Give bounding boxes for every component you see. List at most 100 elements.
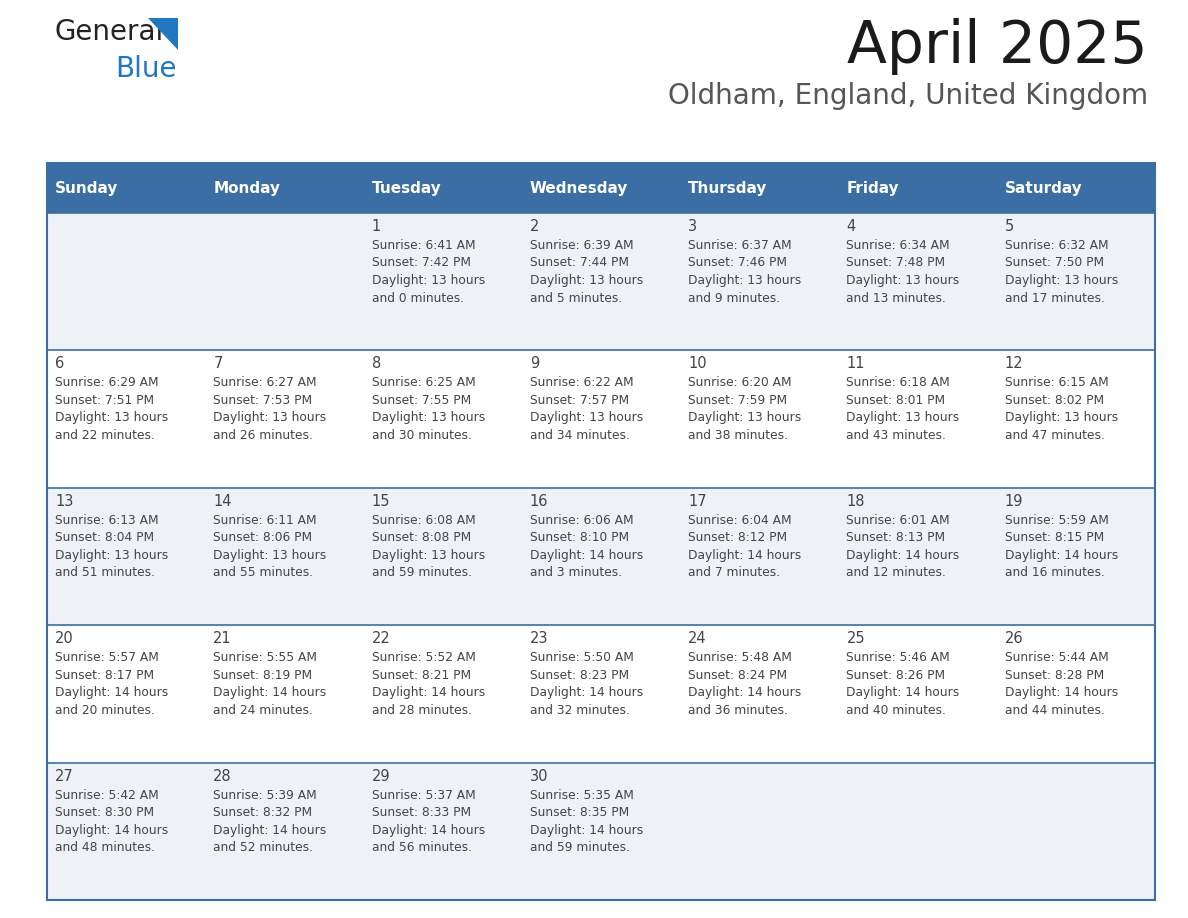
Text: Daylight: 13 hours: Daylight: 13 hours <box>1005 274 1118 287</box>
Text: and 32 minutes.: and 32 minutes. <box>530 704 630 717</box>
Text: Sunset: 8:26 PM: Sunset: 8:26 PM <box>846 668 946 682</box>
Text: Sunset: 7:51 PM: Sunset: 7:51 PM <box>55 394 154 407</box>
Text: Daylight: 13 hours: Daylight: 13 hours <box>214 411 327 424</box>
Text: Sunrise: 6:01 AM: Sunrise: 6:01 AM <box>846 514 950 527</box>
Bar <box>48 351 1155 487</box>
Text: Sunrise: 6:06 AM: Sunrise: 6:06 AM <box>530 514 633 527</box>
Text: and 38 minutes.: and 38 minutes. <box>688 429 788 442</box>
Text: Sunset: 7:55 PM: Sunset: 7:55 PM <box>372 394 470 407</box>
Text: Daylight: 13 hours: Daylight: 13 hours <box>530 274 643 287</box>
Text: Sunset: 8:12 PM: Sunset: 8:12 PM <box>688 532 788 544</box>
Text: Daylight: 14 hours: Daylight: 14 hours <box>214 823 327 836</box>
Bar <box>522 163 681 213</box>
Text: and 40 minutes.: and 40 minutes. <box>846 704 947 717</box>
Text: Sunrise: 5:52 AM: Sunrise: 5:52 AM <box>372 651 475 665</box>
Text: 24: 24 <box>688 632 707 646</box>
Text: 5: 5 <box>1005 219 1015 234</box>
Text: Daylight: 14 hours: Daylight: 14 hours <box>372 823 485 836</box>
Text: Sunrise: 5:39 AM: Sunrise: 5:39 AM <box>214 789 317 801</box>
Text: Daylight: 13 hours: Daylight: 13 hours <box>55 411 169 424</box>
Text: Sunrise: 6:29 AM: Sunrise: 6:29 AM <box>55 376 159 389</box>
Text: Sunset: 7:53 PM: Sunset: 7:53 PM <box>214 394 312 407</box>
Text: Daylight: 13 hours: Daylight: 13 hours <box>214 549 327 562</box>
Text: Sunrise: 6:39 AM: Sunrise: 6:39 AM <box>530 239 633 252</box>
Text: 4: 4 <box>846 219 855 234</box>
Text: Sunrise: 5:57 AM: Sunrise: 5:57 AM <box>55 651 159 665</box>
Text: 26: 26 <box>1005 632 1023 646</box>
Text: Sunset: 8:13 PM: Sunset: 8:13 PM <box>846 532 946 544</box>
Text: Sunset: 8:21 PM: Sunset: 8:21 PM <box>372 668 470 682</box>
Text: 1: 1 <box>372 219 381 234</box>
Text: Sunrise: 5:50 AM: Sunrise: 5:50 AM <box>530 651 633 665</box>
Text: Sunset: 7:48 PM: Sunset: 7:48 PM <box>846 256 946 270</box>
Text: 6: 6 <box>55 356 64 372</box>
Text: 9: 9 <box>530 356 539 372</box>
Text: and 17 minutes.: and 17 minutes. <box>1005 292 1105 305</box>
Text: Sunset: 8:15 PM: Sunset: 8:15 PM <box>1005 532 1104 544</box>
Bar <box>997 163 1155 213</box>
Text: Saturday: Saturday <box>1005 181 1082 196</box>
Text: Daylight: 14 hours: Daylight: 14 hours <box>530 823 643 836</box>
Text: Sunrise: 6:37 AM: Sunrise: 6:37 AM <box>688 239 791 252</box>
Bar <box>681 163 839 213</box>
Text: Sunrise: 5:55 AM: Sunrise: 5:55 AM <box>214 651 317 665</box>
Text: Daylight: 14 hours: Daylight: 14 hours <box>530 686 643 700</box>
Text: Sunrise: 5:59 AM: Sunrise: 5:59 AM <box>1005 514 1108 527</box>
Text: Monday: Monday <box>214 181 280 196</box>
Text: Sunset: 8:17 PM: Sunset: 8:17 PM <box>55 668 154 682</box>
Text: Daylight: 13 hours: Daylight: 13 hours <box>372 549 485 562</box>
Text: Sunset: 8:01 PM: Sunset: 8:01 PM <box>846 394 946 407</box>
Text: Oldham, England, United Kingdom: Oldham, England, United Kingdom <box>668 82 1148 110</box>
Text: Sunrise: 5:48 AM: Sunrise: 5:48 AM <box>688 651 792 665</box>
Text: Sunrise: 5:46 AM: Sunrise: 5:46 AM <box>846 651 950 665</box>
Bar <box>206 163 364 213</box>
Text: 15: 15 <box>372 494 390 509</box>
Text: 22: 22 <box>372 632 391 646</box>
Text: 18: 18 <box>846 494 865 509</box>
Text: and 43 minutes.: and 43 minutes. <box>846 429 947 442</box>
Text: Sunday: Sunday <box>55 181 119 196</box>
Text: Sunset: 8:04 PM: Sunset: 8:04 PM <box>55 532 154 544</box>
Text: and 12 minutes.: and 12 minutes. <box>846 566 947 579</box>
Text: and 44 minutes.: and 44 minutes. <box>1005 704 1105 717</box>
Text: and 24 minutes.: and 24 minutes. <box>214 704 314 717</box>
Text: Sunrise: 5:37 AM: Sunrise: 5:37 AM <box>372 789 475 801</box>
Text: Sunset: 7:50 PM: Sunset: 7:50 PM <box>1005 256 1104 270</box>
Text: Daylight: 14 hours: Daylight: 14 hours <box>688 686 802 700</box>
Text: 25: 25 <box>846 632 865 646</box>
Text: 21: 21 <box>214 632 232 646</box>
Text: 11: 11 <box>846 356 865 372</box>
Bar <box>48 163 206 213</box>
Text: and 28 minutes.: and 28 minutes. <box>372 704 472 717</box>
Text: Sunset: 8:19 PM: Sunset: 8:19 PM <box>214 668 312 682</box>
Text: Sunset: 8:08 PM: Sunset: 8:08 PM <box>372 532 470 544</box>
Text: Daylight: 14 hours: Daylight: 14 hours <box>1005 549 1118 562</box>
Polygon shape <box>148 18 178 50</box>
Text: Daylight: 14 hours: Daylight: 14 hours <box>1005 686 1118 700</box>
Text: and 16 minutes.: and 16 minutes. <box>1005 566 1105 579</box>
Text: Sunset: 7:46 PM: Sunset: 7:46 PM <box>688 256 788 270</box>
Text: Sunset: 8:02 PM: Sunset: 8:02 PM <box>1005 394 1104 407</box>
Text: and 30 minutes.: and 30 minutes. <box>372 429 472 442</box>
Text: 20: 20 <box>55 632 74 646</box>
Text: Sunrise: 6:20 AM: Sunrise: 6:20 AM <box>688 376 791 389</box>
Text: and 22 minutes.: and 22 minutes. <box>55 429 154 442</box>
Text: and 13 minutes.: and 13 minutes. <box>846 292 947 305</box>
Text: Daylight: 13 hours: Daylight: 13 hours <box>846 274 960 287</box>
Bar <box>48 763 1155 900</box>
Text: Daylight: 13 hours: Daylight: 13 hours <box>1005 411 1118 424</box>
Text: Daylight: 13 hours: Daylight: 13 hours <box>372 411 485 424</box>
Text: Tuesday: Tuesday <box>372 181 441 196</box>
Text: Sunrise: 6:11 AM: Sunrise: 6:11 AM <box>214 514 317 527</box>
Text: Sunset: 7:42 PM: Sunset: 7:42 PM <box>372 256 470 270</box>
Text: Sunrise: 6:08 AM: Sunrise: 6:08 AM <box>372 514 475 527</box>
Bar <box>48 213 1155 351</box>
Text: and 7 minutes.: and 7 minutes. <box>688 566 781 579</box>
Text: Sunrise: 6:18 AM: Sunrise: 6:18 AM <box>846 376 950 389</box>
Text: Sunrise: 6:22 AM: Sunrise: 6:22 AM <box>530 376 633 389</box>
Bar <box>48 163 1155 900</box>
Text: Blue: Blue <box>115 55 177 83</box>
Text: and 51 minutes.: and 51 minutes. <box>55 566 154 579</box>
Bar <box>839 163 997 213</box>
Text: 28: 28 <box>214 768 232 784</box>
